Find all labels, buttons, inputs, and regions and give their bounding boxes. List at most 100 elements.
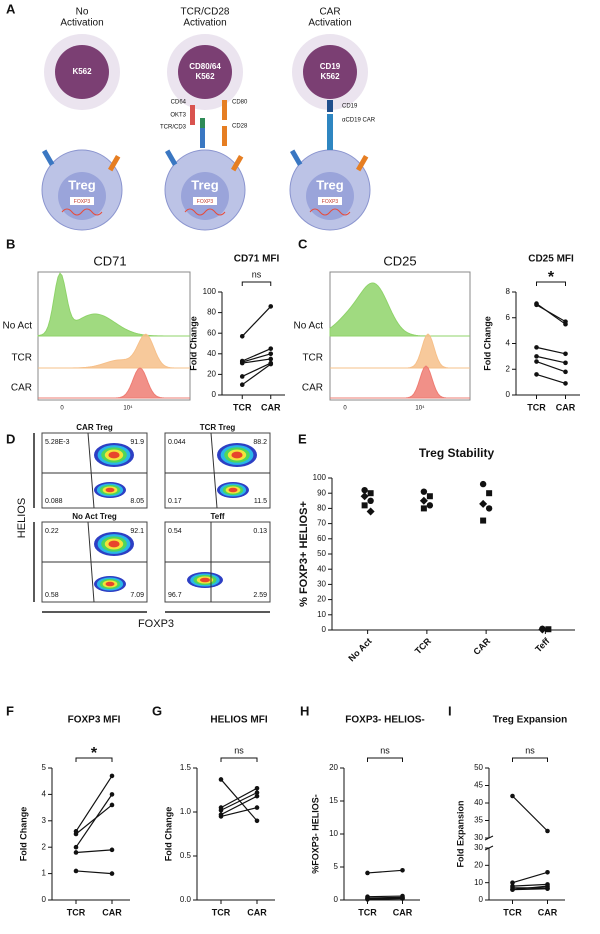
quadrant-value: 91.9 [130, 439, 144, 446]
flow-title: TCR Treg [200, 423, 236, 432]
point [73, 831, 79, 837]
dna [309, 208, 351, 216]
x-tick-label: TCR [413, 636, 434, 657]
histogram-tick-label: 10⁴ [123, 405, 133, 412]
significance-bracket [536, 281, 566, 286]
point [479, 480, 487, 488]
significance-bracket [220, 757, 258, 762]
histogram-tick-label: 0 [60, 406, 64, 412]
y-tick-label: 30 [317, 580, 326, 589]
receptor [165, 149, 178, 166]
y-tick-label: 30 [474, 843, 483, 852]
histogram-curve [37, 272, 190, 337]
pair-line [242, 353, 271, 363]
y-tick-label: 100 [203, 287, 217, 296]
panel-letter: A [6, 1, 16, 16]
point [73, 844, 79, 850]
cell-label: Treg [191, 177, 219, 192]
pair-line [512, 888, 548, 891]
point [486, 490, 493, 497]
x-tick-label: CAR [393, 907, 413, 917]
x-tick-label: No Act [346, 636, 373, 663]
significance-label: * [548, 269, 555, 286]
x-tick-label: TCR [358, 907, 377, 917]
receptor-label: CD28 [232, 124, 248, 130]
point [545, 886, 550, 892]
k562-cell [55, 45, 109, 99]
x-tick-label: CAR [247, 907, 267, 917]
quadrant-value: 92.1 [130, 528, 144, 535]
pair-line [220, 787, 258, 809]
point [218, 814, 224, 819]
axis-break [484, 835, 494, 841]
receptor-label: OKT3 [170, 113, 186, 119]
row-label: No Act [3, 321, 33, 332]
treg-nucleus [58, 172, 106, 220]
y-tick-label: 0 [212, 390, 217, 399]
pair-line [220, 795, 258, 816]
receptor-label: CD19 [342, 104, 358, 110]
pair-line [241, 363, 272, 386]
significance-bracket [512, 757, 548, 762]
point [367, 490, 374, 497]
receptor-label: CD64 [171, 100, 187, 106]
quadrant-value: 96.7 [168, 592, 182, 599]
flow-frame [41, 432, 148, 509]
gene-label: FOXP3 [197, 199, 214, 205]
point [563, 351, 568, 357]
point [510, 880, 515, 885]
treg-nucleus [181, 172, 229, 220]
pair-line [367, 895, 403, 898]
chart-title: FOXP3 MFI [68, 715, 121, 726]
y-axis-label: Fold Change [18, 807, 28, 862]
point [365, 897, 370, 902]
point [268, 346, 274, 351]
quadrant-value: 8.05 [130, 498, 144, 505]
significance-label: * [91, 745, 98, 762]
pair-line [536, 346, 566, 355]
y-tick-label: 1 [42, 869, 47, 878]
histogram-curve [330, 333, 470, 369]
y-tick-label: 15 [329, 796, 338, 805]
y-tick-label: 0.0 [180, 895, 192, 904]
cell-label: Treg [68, 177, 96, 192]
quadrant-value: 0.088 [45, 498, 63, 505]
receptor [222, 126, 227, 146]
density-blob [231, 451, 243, 459]
y-tick-label: 6 [506, 313, 511, 322]
pair-line [367, 869, 403, 874]
receptor-label: CD80 [232, 100, 248, 106]
pair-line [367, 896, 403, 899]
cell-label: Treg [316, 177, 344, 192]
point [218, 777, 224, 782]
y-tick-label: 5 [42, 763, 47, 772]
point [420, 488, 428, 495]
quadrant-value: 11.5 [254, 498, 267, 505]
row-label: TCR [302, 353, 323, 364]
significance-label: ns [525, 745, 535, 755]
y-tick-label: 0 [479, 895, 484, 904]
receptor [108, 155, 121, 172]
point [479, 499, 488, 508]
gate-line [87, 432, 95, 509]
flow-x-label: FOXP3 [138, 618, 174, 630]
x-tick-label: CAR [471, 636, 492, 657]
quadrant-value: 0.54 [168, 528, 182, 535]
y-tick-label: 80 [317, 504, 326, 513]
quadrant-value: 2.59 [253, 592, 267, 599]
point [73, 850, 79, 855]
point [400, 868, 405, 873]
point [510, 793, 515, 799]
pair-line [512, 883, 548, 887]
y-axis-label: %FOXP3- HELIOS- [310, 794, 320, 874]
y-tick-label: 90 [317, 488, 326, 497]
target-label: CD19 [320, 62, 341, 71]
pair-line [512, 871, 548, 884]
flow-y-label: HELIOS [16, 498, 28, 538]
density-blob [199, 577, 211, 583]
point [563, 319, 568, 324]
receptor [41, 149, 55, 166]
point [254, 790, 260, 795]
pair-line [536, 355, 566, 364]
y-tick-label: 0 [42, 895, 47, 904]
